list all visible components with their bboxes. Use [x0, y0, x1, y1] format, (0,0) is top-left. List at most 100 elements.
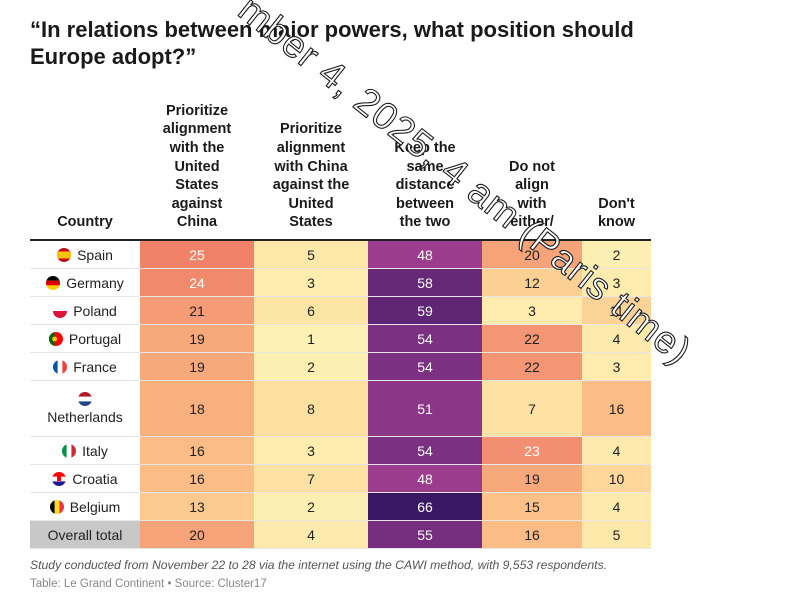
- value-cell: 23: [482, 437, 582, 464]
- value-cell: 3: [254, 269, 368, 296]
- netherlands-flag-icon: [78, 392, 92, 406]
- column-header-line: against: [171, 195, 223, 212]
- chart-title: “In relations between major powers, what…: [30, 17, 634, 69]
- value-cell: 66: [368, 493, 482, 520]
- value-cell: 7: [254, 465, 368, 492]
- value-cell: 20: [482, 241, 582, 268]
- value-cell: 59: [368, 297, 482, 324]
- table-row: Poland 21 6 59 3 11: [30, 297, 651, 325]
- value-cell: 10: [582, 465, 651, 492]
- total-row: Overall total 20 4 55 16 5: [30, 521, 651, 549]
- value-cell: 2: [582, 241, 651, 268]
- portugal-flag-icon: [48, 331, 63, 346]
- value-cell: 3: [482, 297, 582, 324]
- country-label: Portugal: [68, 330, 122, 347]
- column-header-line: alignment: [162, 121, 232, 138]
- column-header-line: States: [175, 177, 219, 194]
- value-cell: 18: [140, 381, 254, 436]
- value-cell: 20: [140, 521, 254, 548]
- country-label: Belgium: [69, 498, 121, 515]
- header-rule: [30, 239, 651, 241]
- country-label: Italy: [82, 442, 108, 459]
- value-cell: 54: [368, 437, 482, 464]
- value-cell: 4: [582, 437, 651, 464]
- country-label: Croatia: [72, 470, 118, 487]
- value-cell: 5: [254, 241, 368, 268]
- country-label: France: [73, 358, 117, 375]
- column-header-line: align: [515, 177, 549, 194]
- column-header-line: States: [289, 214, 333, 231]
- value-cell: 19: [140, 325, 254, 352]
- column-header-line: alignment: [276, 140, 346, 157]
- value-cell: 13: [140, 493, 254, 520]
- country-label: Overall total: [47, 526, 123, 543]
- column-header-3: Keep the same distance between the two: [368, 96, 482, 232]
- column-header-line: China: [176, 214, 218, 231]
- value-cell: 3: [582, 353, 651, 380]
- column-header-5: Don't know: [582, 96, 651, 232]
- table-row: Netherlands 18 8 51 7 16: [30, 381, 651, 437]
- value-cell: 3: [254, 437, 368, 464]
- column-header-line: Prioritize: [279, 121, 343, 138]
- value-cell: 16: [582, 381, 651, 436]
- table-row: Italy 16 3 54 23 4: [30, 437, 651, 465]
- table-row: Belgium 13 2 66 15 4: [30, 493, 651, 521]
- column-header-line: Keep the: [394, 140, 456, 157]
- source-line: Table: Le Grand Continent • Source: Clus…: [30, 578, 267, 590]
- value-cell: 51: [368, 381, 482, 436]
- country-cell: Poland: [30, 297, 140, 324]
- country-label: Germany: [66, 274, 124, 291]
- column-header-line: Prioritize: [165, 102, 229, 119]
- value-cell: 15: [482, 493, 582, 520]
- value-cell: 12: [482, 269, 582, 296]
- croatia-flag-icon: [52, 471, 67, 486]
- value-cell: 6: [254, 297, 368, 324]
- country-cell: Portugal: [30, 325, 140, 352]
- value-cell: 16: [482, 521, 582, 548]
- column-header-4: Do not align with either/: [482, 96, 582, 232]
- country-cell: Netherlands: [30, 381, 140, 436]
- country-cell: Italy: [30, 437, 140, 464]
- study-note: Study conducted from November 22 to 28 v…: [30, 558, 607, 572]
- value-cell: 4: [254, 521, 368, 548]
- value-cell: 4: [582, 325, 651, 352]
- value-cell: 22: [482, 325, 582, 352]
- column-header-line: the two: [399, 214, 451, 231]
- country-cell: France: [30, 353, 140, 380]
- belgium-flag-icon: [49, 499, 64, 514]
- value-cell: 48: [368, 241, 482, 268]
- value-cell: 48: [368, 465, 482, 492]
- table-row: Germany 24 3 58 12 3: [30, 269, 651, 297]
- table-row: Spain 25 5 48 20 2: [30, 241, 651, 269]
- value-cell: 25: [140, 241, 254, 268]
- spain-flag-icon: [57, 247, 72, 262]
- country-cell: Croatia: [30, 465, 140, 492]
- value-cell: 58: [368, 269, 482, 296]
- table-row: Croatia 16 7 48 19 10: [30, 465, 651, 493]
- column-header-line: with: [517, 195, 547, 212]
- value-cell: 21: [140, 297, 254, 324]
- value-cell: 3: [582, 269, 651, 296]
- poland-flag-icon: [53, 303, 68, 318]
- country-cell: Belgium: [30, 493, 140, 520]
- value-cell: 8: [254, 381, 368, 436]
- column-header-line: with China: [274, 158, 348, 175]
- column-header-line: United: [174, 158, 220, 175]
- value-cell: 11: [582, 297, 651, 324]
- value-cell: 19: [140, 353, 254, 380]
- table-row: Portugal 19 1 54 22 4: [30, 325, 651, 353]
- country-label: Poland: [73, 302, 117, 319]
- france-flag-icon: [53, 359, 68, 374]
- column-header-line: United: [288, 195, 334, 212]
- column-header-line: against the: [272, 177, 350, 194]
- value-cell: 19: [482, 465, 582, 492]
- value-cell: 2: [254, 353, 368, 380]
- value-cell: 22: [482, 353, 582, 380]
- value-cell: 55: [368, 521, 482, 548]
- column-header-1: Prioritize alignment with the United States a…: [140, 96, 254, 232]
- column-header-line: same: [406, 158, 444, 175]
- column-header-line: Do not: [509, 158, 555, 175]
- column-header-line: between: [395, 195, 454, 212]
- value-cell: 24: [140, 269, 254, 296]
- country-cell: Germany: [30, 269, 140, 296]
